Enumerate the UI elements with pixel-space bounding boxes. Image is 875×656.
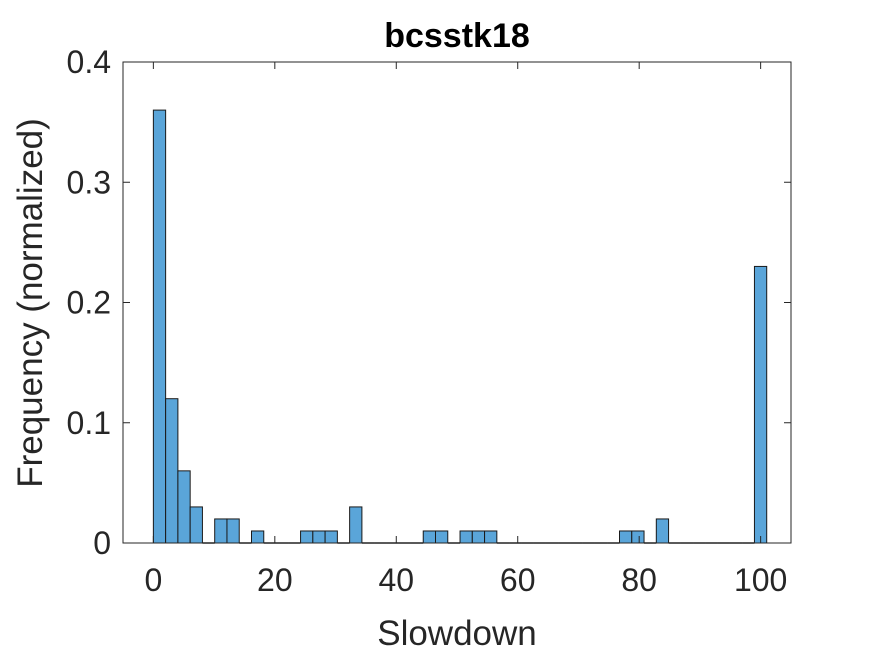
- histogram-bar: [459, 530, 473, 544]
- x-tick-label: 60: [500, 562, 536, 598]
- y-axis-label: Frequency (normalized): [11, 118, 50, 488]
- ticks-group: 0 20 40 60 80 100 0 0.1 0.2 0.3 0.4: [67, 44, 791, 598]
- histogram-bar: [471, 530, 486, 544]
- histogram-bar: [177, 470, 191, 544]
- histogram-bar: [349, 506, 363, 544]
- histogram-bar: [619, 530, 633, 544]
- plot-area: [123, 62, 791, 543]
- histogram-bar: [484, 530, 498, 544]
- y-tick-label: 0.1: [67, 405, 111, 441]
- histogram-bar: [631, 530, 645, 544]
- histogram-bar: [226, 518, 240, 544]
- histogram-bar: [189, 506, 203, 544]
- histogram-bar: [435, 530, 449, 544]
- y-tick-label: 0.2: [67, 285, 111, 321]
- histogram-bar: [250, 530, 265, 544]
- x-axis-label: Slowdown: [377, 614, 537, 653]
- x-tick-label: 20: [257, 562, 293, 598]
- histogram-bar: [214, 518, 228, 544]
- y-tick-label: 0.4: [67, 44, 111, 80]
- histogram-bar: [312, 530, 326, 544]
- x-tick-label: 80: [621, 562, 657, 598]
- histogram-bar: [152, 109, 167, 544]
- chart-title: bcsstk18: [384, 17, 530, 55]
- histogram-bar: [324, 530, 338, 544]
- x-tick-label: 100: [734, 562, 787, 598]
- histogram-bar: [753, 265, 768, 544]
- histogram-bar: [422, 530, 437, 544]
- histogram-bar: [165, 398, 179, 544]
- x-tick-label: 0: [144, 562, 162, 598]
- histogram-bar: [300, 530, 314, 544]
- histogram-bar: [655, 518, 670, 544]
- y-tick-label: 0: [93, 525, 111, 561]
- y-tick-label: 0.3: [67, 164, 111, 200]
- x-tick-label: 40: [378, 562, 414, 598]
